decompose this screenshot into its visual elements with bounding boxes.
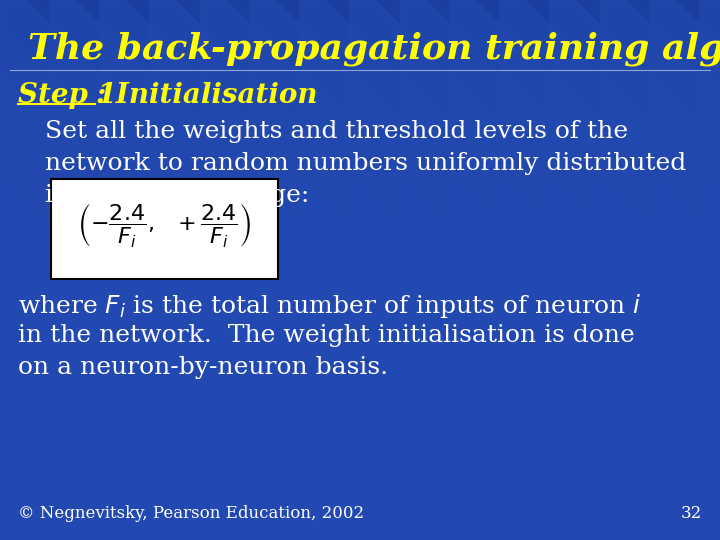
Text: The back-propagation training algorithm: The back-propagation training algorithm (28, 32, 720, 66)
Text: Step 1: Step 1 (18, 82, 117, 109)
Text: : Initialisation: : Initialisation (96, 82, 318, 109)
Text: in the network.  The weight initialisation is done: in the network. The weight initialisatio… (18, 324, 635, 347)
Text: © Negnevitsky, Pearson Education, 2002: © Negnevitsky, Pearson Education, 2002 (18, 505, 364, 522)
Text: inside a small range:: inside a small range: (45, 184, 310, 207)
FancyBboxPatch shape (51, 179, 278, 279)
Text: network to random numbers uniformly distributed: network to random numbers uniformly dist… (45, 152, 686, 175)
Text: $\left(-\dfrac{2.4}{F_i},\ \ +\dfrac{2.4}{F_i}\right)$: $\left(-\dfrac{2.4}{F_i},\ \ +\dfrac{2.4… (78, 201, 251, 249)
Text: on a neuron-by-neuron basis.: on a neuron-by-neuron basis. (18, 356, 388, 379)
Text: where $F_i$ is the total number of inputs of neuron $i$: where $F_i$ is the total number of input… (18, 292, 642, 320)
Text: 32: 32 (680, 505, 702, 522)
Text: Set all the weights and threshold levels of the: Set all the weights and threshold levels… (45, 120, 628, 143)
